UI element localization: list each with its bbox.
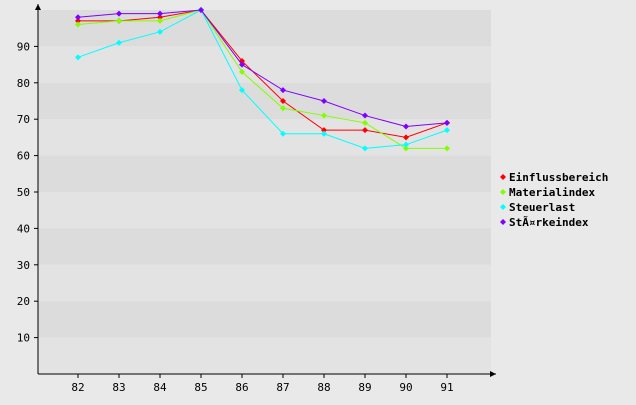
data-point bbox=[321, 127, 327, 134]
data-point bbox=[280, 105, 286, 112]
grid-band bbox=[38, 155, 491, 192]
y-tick-label: 50 bbox=[17, 186, 30, 199]
y-tick-label: 20 bbox=[17, 295, 30, 308]
series-1 bbox=[75, 7, 450, 152]
grid-band bbox=[38, 10, 491, 47]
legend-item: Steuerlast bbox=[500, 201, 575, 214]
data-point bbox=[116, 39, 122, 46]
legend: Einflussbereich Materialindex Steuerlast St… bbox=[500, 171, 608, 229]
data-point bbox=[280, 87, 286, 94]
x-tick-label: 88 bbox=[317, 381, 330, 394]
x-tick-label: 86 bbox=[235, 381, 248, 394]
data-point bbox=[403, 141, 409, 148]
data-point bbox=[444, 127, 450, 134]
data-point bbox=[321, 130, 327, 137]
data-point bbox=[75, 17, 81, 24]
data-point bbox=[444, 119, 450, 126]
data-point bbox=[157, 14, 163, 21]
x-axis-arrow bbox=[490, 371, 496, 377]
y-tick-label: 70 bbox=[17, 113, 30, 126]
y-axis-arrow bbox=[35, 4, 41, 10]
series-0 bbox=[75, 7, 450, 141]
data-point bbox=[362, 145, 368, 152]
legend-label: Einflussbereich bbox=[509, 171, 608, 184]
series-line bbox=[77, 9, 447, 149]
legend-label: Materialindex bbox=[509, 186, 595, 199]
data-point bbox=[444, 145, 450, 152]
y-tick-label: 90 bbox=[17, 40, 30, 53]
data-point bbox=[157, 10, 163, 17]
y-tick-label: 30 bbox=[17, 259, 30, 272]
y-tick-label: 40 bbox=[17, 222, 30, 235]
grid-band bbox=[38, 46, 491, 83]
x-tick-label: 84 bbox=[153, 381, 167, 394]
x-tick-label: 91 bbox=[440, 381, 453, 394]
x-tick-label: 82 bbox=[71, 381, 84, 394]
data-point bbox=[403, 123, 409, 130]
series-lines bbox=[75, 7, 450, 152]
data-point bbox=[75, 21, 81, 28]
data-point bbox=[198, 7, 204, 13]
grid-band bbox=[38, 301, 491, 338]
data-point bbox=[362, 119, 368, 126]
grid-bands bbox=[38, 10, 491, 374]
legend-marker bbox=[500, 174, 506, 180]
legend-item: Materialindex bbox=[500, 186, 595, 199]
grid-band bbox=[38, 228, 491, 265]
legend-label: StÃ¤rkeindex bbox=[509, 216, 589, 229]
data-point bbox=[321, 112, 327, 119]
y-tick-label: 10 bbox=[17, 332, 30, 345]
y-tick-label: 60 bbox=[17, 150, 30, 163]
series-2 bbox=[75, 7, 450, 152]
legend-marker bbox=[500, 219, 506, 225]
data-point bbox=[403, 145, 409, 152]
y-axis-ticks: 10 20 30 40 50 60 70 80 90 bbox=[17, 40, 38, 345]
data-point bbox=[362, 127, 368, 134]
data-point bbox=[321, 98, 327, 104]
series-3 bbox=[75, 7, 450, 130]
x-axis-ticks: 82 83 84 85 86 87 88 89 90 91 bbox=[71, 374, 454, 394]
data-point bbox=[239, 61, 245, 68]
data-point bbox=[362, 112, 368, 119]
data-point bbox=[75, 14, 81, 21]
y-tick-label: 80 bbox=[17, 77, 30, 90]
grid-band bbox=[38, 264, 491, 302]
series-line bbox=[77, 9, 448, 127]
data-point bbox=[403, 134, 409, 141]
data-point bbox=[116, 17, 122, 24]
legend-marker bbox=[500, 204, 506, 210]
series-line bbox=[78, 9, 448, 138]
grid-band bbox=[38, 337, 491, 374]
data-point bbox=[239, 87, 245, 94]
legend-marker bbox=[500, 189, 506, 195]
data-point bbox=[280, 130, 286, 137]
axes bbox=[35, 4, 496, 377]
x-tick-label: 85 bbox=[194, 381, 207, 394]
grid-band bbox=[38, 192, 491, 229]
x-tick-label: 83 bbox=[112, 381, 125, 394]
legend-label: Steuerlast bbox=[509, 201, 575, 214]
x-tick-label: 90 bbox=[399, 381, 412, 394]
grid-band bbox=[38, 82, 491, 120]
data-point bbox=[239, 68, 245, 75]
data-point bbox=[280, 98, 286, 104]
legend-item: StÃ¤rkeindex bbox=[500, 216, 589, 229]
x-tick-label: 87 bbox=[276, 381, 289, 394]
x-tick-label: 89 bbox=[358, 381, 371, 394]
legend-item: Einflussbereich bbox=[500, 171, 608, 184]
data-point bbox=[116, 10, 122, 17]
data-point bbox=[157, 28, 163, 35]
data-point bbox=[157, 17, 163, 24]
data-point bbox=[75, 54, 81, 61]
series-line bbox=[77, 9, 448, 149]
